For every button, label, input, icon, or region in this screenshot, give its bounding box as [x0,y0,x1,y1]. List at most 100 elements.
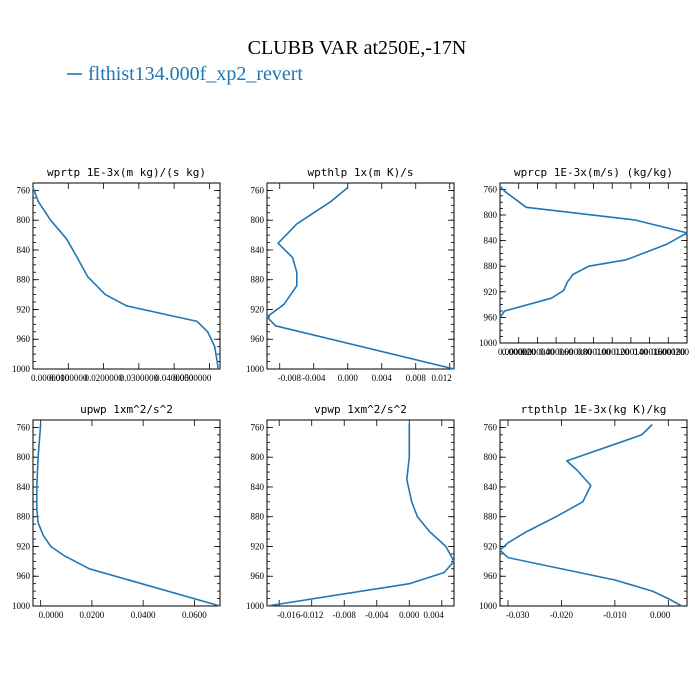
subplot-1: wprtp 1E-3x(m kg)/(s kg) 760 800 840 880 920 9… [12,166,221,383]
x-tick-label: -0.016 [277,610,301,620]
y-tick-label: 1000 [246,601,265,611]
x-tick-label: 0.0200 [80,610,105,620]
x-tick-label: 0.0100000 [49,373,88,383]
figure-title: CLUBB VAR at250E,-17N [248,37,467,59]
y-tick-label: 760 [484,184,498,194]
y-tick-label: 920 [251,541,265,551]
y-tick-label: 1000 [12,601,31,611]
subplot-title: rtpthlp 1E-3x(kg K)/kg [521,403,667,416]
y-tick-label: 760 [17,185,31,195]
x-tick-label: 0.000 [338,373,359,383]
y-tick-label: 1000 [479,601,498,611]
y-tick-label: 840 [484,236,498,246]
y-tick-label: 960 [484,312,498,322]
x-tick-label: 0.0300000 [120,373,159,383]
subplot-title: wpthlp 1x(m K)/s [308,166,414,179]
x-tick-label: -0.012 [300,610,323,620]
y-tick-label: 800 [17,452,31,462]
y-tick-label: 760 [484,422,498,432]
y-tick-label: 1000 [246,364,265,374]
y-tick-label: 840 [17,245,31,255]
y-tick-label: 920 [484,287,498,297]
y-tick-label: 760 [17,422,31,432]
x-tick-label: 0.0000 [39,610,64,620]
y-tick-label: 1000 [479,338,498,348]
legend: flthist134.000f_xp2_revert [67,63,303,85]
x-tick-label: 0.0500000 [173,373,212,383]
x-tick-label: 0.000080 [558,347,592,357]
x-tick-label: 0.004 [372,373,393,383]
y-tick-label: 960 [251,334,265,344]
subplot-title: vpwp 1xm^2/s^2 [314,403,407,416]
series-line [266,186,455,370]
y-tick-label: 960 [17,571,31,581]
y-tick-label: 880 [17,275,31,285]
y-tick-label: 960 [484,571,498,581]
y-tick-label: 960 [17,334,31,344]
y-tick-label: 960 [251,571,265,581]
x-tick-label: 0.000 [399,610,420,620]
x-tick-label: 0.004 [424,610,445,620]
subplot-5: vpwp 1xm^2/s^2 760 800 840 880 920 960 1000 -0.0… [246,403,455,620]
plot-frame [32,419,221,607]
legend-label: flthist134.000f_xp2_revert [88,63,303,85]
x-tick-label: 0.0000000 [31,373,70,383]
subplot-title: wprtp 1E-3x(m kg)/(s kg) [47,166,206,179]
y-tick-label: 920 [17,541,31,551]
x-tick-label: 0.000180 [651,347,685,357]
x-tick-label: 0.012 [432,373,452,383]
x-tick-label: 0.000 [650,610,671,620]
x-tick-label: 0.000060 [539,347,573,357]
subplot-2: wpthlp 1x(m K)/s 760 800 840 880 920 960 1000 -0… [246,166,455,383]
plot-frame [499,419,688,607]
y-tick-label: 760 [251,185,265,195]
y-tick-label: 880 [484,261,498,271]
y-tick-label: 840 [251,482,265,492]
x-tick-label: 0.008 [406,373,427,383]
x-tick-label: 0.000140 [614,347,648,357]
x-tick-label: 0.0600 [182,610,207,620]
y-tick-label: 920 [17,304,31,314]
subplot-3: wprcp 1E-3x(m/s) (kg/kg) 760 800 840 880 920 9… [479,166,690,357]
y-tick-label: 800 [484,210,498,220]
y-tick-label: 880 [251,512,265,522]
subplot-4: upwp 1xm^2/s^2 760 800 840 880 920 960 1000 0.00… [12,403,221,620]
series-line [32,187,219,370]
x-tick-label: 0.000160 [633,347,667,357]
y-tick-label: 800 [17,215,31,225]
y-tick-label: 800 [484,452,498,462]
series-line [266,423,455,607]
plot-frame [32,182,221,370]
x-tick-label: -0.010 [603,610,627,620]
y-tick-label: 840 [17,482,31,492]
plot-frame [266,182,455,370]
plot-frame [266,419,455,607]
x-tick-label: 0.000120 [595,347,629,357]
x-tick-label: -0.008 [333,610,357,620]
x-tick-label: 0.000100 [577,347,611,357]
y-tick-label: 800 [251,452,265,462]
x-tick-label: -0.004 [365,610,389,620]
subplot-title: wprcp 1E-3x(m/s) (kg/kg) [514,166,673,179]
y-tick-label: 800 [251,215,265,225]
x-tick-label: -0.030 [506,610,530,620]
x-tick-label: 0.000040 [521,347,555,357]
y-tick-label: 880 [484,512,498,522]
series-line [35,423,221,607]
y-tick-label: 920 [251,304,265,314]
x-tick-label: 0.000020 [502,347,536,357]
x-tick-label: 0.0400 [131,610,156,620]
x-tick-label: -0.020 [550,610,574,620]
y-tick-label: 880 [17,512,31,522]
subplot-title: upwp 1xm^2/s^2 [80,403,173,416]
subplot-6: rtpthlp 1E-3x(kg K)/kg 760 800 840 880 920 960… [479,403,688,620]
y-tick-label: 840 [484,482,498,492]
y-tick-label: 880 [251,275,265,285]
x-tick-label: -0.008 [278,373,302,383]
x-tick-label: 0.0200000 [84,373,123,383]
series-line [499,185,688,318]
series-line [499,423,683,607]
y-tick-label: 920 [484,541,498,551]
y-tick-label: 760 [251,422,265,432]
x-tick-label: 0.000200 [655,347,689,357]
